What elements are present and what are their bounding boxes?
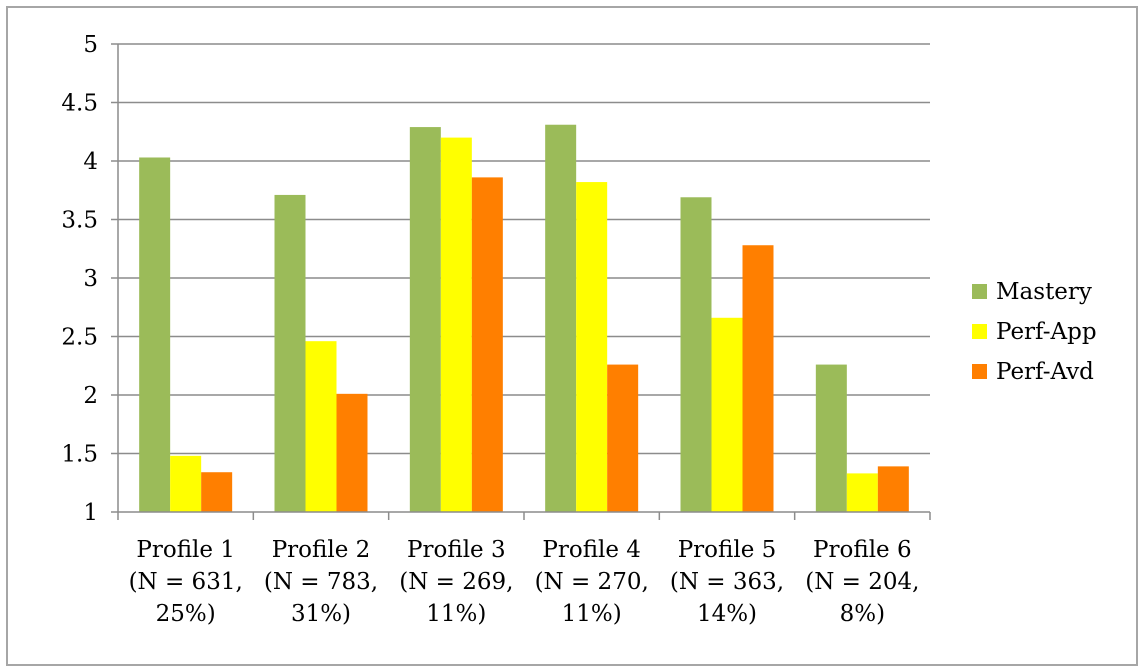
x-tick-label: (N = 270, (535, 569, 649, 595)
x-tick-label: (N = 363, (670, 569, 784, 595)
x-tick-label: Profile 3 (407, 537, 506, 563)
bar-perf-avd-3 (471, 177, 503, 512)
chart-frame: 1 1.5 2 2.5 3 3.5 4 4.5 5 Profile 1 (N = 631, 25%)… (6, 6, 1138, 666)
bar-mastery-2 (274, 194, 306, 512)
bar-perf-app-2 (305, 341, 337, 512)
x-tick-label: Profile 2 (272, 537, 371, 563)
bar-perf-avd-6 (877, 466, 909, 512)
x-tick-label: Profile 6 (813, 537, 912, 563)
x-tick-label: (N = 631, (129, 569, 243, 595)
axes (111, 43, 931, 520)
bars (139, 124, 909, 513)
bar-perf-app-3 (440, 137, 472, 512)
x-tick-label: 8%) (840, 601, 885, 627)
gridlines (118, 43, 930, 455)
x-tick-label: Profile 4 (542, 537, 641, 563)
x-tick-label: 11%) (562, 601, 622, 627)
bar-perf-avd-4 (607, 364, 639, 512)
bar-perf-app-4 (576, 182, 608, 512)
bar-perf-app-6 (846, 473, 878, 512)
y-tick-label: 4 (83, 149, 98, 175)
x-tick-label: 11%) (426, 601, 486, 627)
y-tick-labels: 1 1.5 2 2.5 3 3.5 4 4.5 5 (61, 32, 98, 526)
bar-mastery-3 (409, 127, 441, 512)
legend-swatch-perf-avd (972, 364, 987, 379)
x-tick-label: Profile 1 (136, 537, 235, 563)
bar-perf-app-1 (170, 455, 202, 512)
x-tick-label: 25%) (156, 601, 216, 627)
y-tick-label: 2.5 (61, 325, 98, 351)
y-tick-label: 2 (83, 383, 98, 409)
bar-chart: 1 1.5 2 2.5 3 3.5 4 4.5 5 Profile 1 (N = 631, 25%)… (61, 32, 1097, 627)
y-tick-label: 1.5 (61, 442, 98, 468)
bar-mastery-4 (545, 124, 577, 512)
bar-perf-app-5 (711, 317, 743, 512)
bar-mastery-6 (815, 364, 847, 512)
legend-swatch-perf-app (972, 324, 987, 339)
x-tick-labels: Profile 1 (N = 631, 25%) Profile 2 (N = 783,… (129, 537, 920, 627)
y-tick-label: 5 (83, 32, 98, 58)
legend-label-perf-avd: Perf-Avd (996, 359, 1094, 385)
x-tick-label: Profile 5 (678, 537, 777, 563)
legend: Mastery Perf-App Perf-Avd (972, 279, 1097, 385)
y-tick-label: 1 (83, 500, 98, 526)
x-tick-label: 14%) (697, 601, 757, 627)
y-tick-label: 3.5 (61, 208, 98, 234)
y-tick-label: 4.5 (61, 91, 98, 117)
legend-label-perf-app: Perf-App (996, 319, 1097, 345)
bar-perf-avd-1 (201, 472, 233, 512)
x-tick-label: 31%) (291, 601, 351, 627)
bar-mastery-1 (139, 157, 171, 513)
x-tick-label: (N = 204, (805, 569, 919, 595)
bar-mastery-5 (680, 197, 712, 512)
legend-label-mastery: Mastery (996, 279, 1092, 305)
legend-swatch-mastery (972, 284, 987, 299)
bar-perf-avd-2 (336, 393, 368, 512)
y-tick-label: 3 (83, 266, 98, 292)
x-tick-label: (N = 783, (264, 569, 378, 595)
bar-perf-avd-5 (742, 245, 774, 513)
x-tick-label: (N = 269, (399, 569, 513, 595)
